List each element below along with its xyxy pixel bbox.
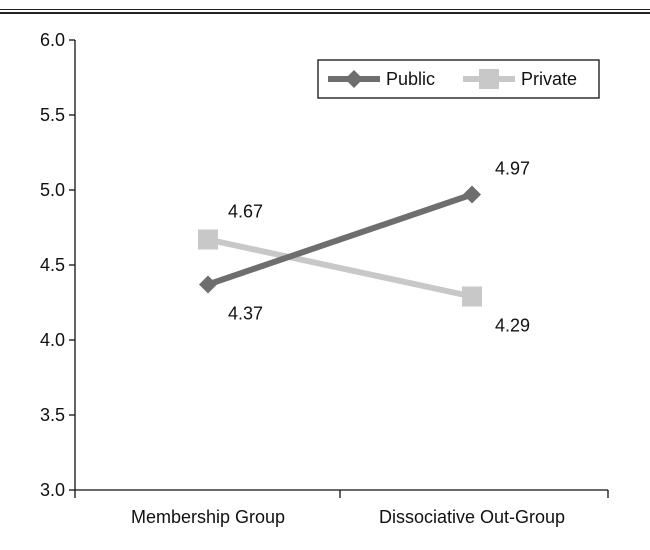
top-rule	[0, 9, 650, 10]
y-tick-label: 4.0	[40, 330, 65, 350]
data-label-private: 4.67	[228, 202, 263, 222]
y-tick-label: 4.5	[40, 255, 65, 275]
y-tick-label: 3.0	[40, 480, 65, 500]
legend-marker-public	[345, 70, 363, 88]
y-tick-label: 5.0	[40, 180, 65, 200]
data-label-private: 4.29	[495, 316, 530, 336]
series-line-private	[207, 236, 473, 300]
legend-marker-private	[479, 69, 499, 89]
top-rule-thick	[0, 12, 650, 14]
point-private	[462, 286, 482, 307]
y-tick-label: 6.0	[40, 30, 65, 50]
x-tick-label: Dissociative Out-Group	[379, 507, 565, 527]
y-tick-label: 5.5	[40, 105, 65, 125]
point-private	[198, 229, 218, 250]
point-public	[463, 185, 481, 204]
axes: 3.0 3.5 4.0 4.5 5.0 5.5 6.0 Membership Group Dis…	[40, 30, 609, 527]
legend-label-private: Private	[521, 69, 577, 89]
x-tick-label: Membership Group	[131, 507, 285, 527]
legend: Public Private	[317, 59, 600, 99]
series-layer: 4.37 4.97 4.67 4.29	[198, 159, 530, 336]
data-label-public: 4.97	[495, 159, 530, 179]
data-label-public: 4.37	[228, 304, 263, 324]
legend-label-public: Public	[386, 69, 435, 89]
series-line-public	[207, 191, 473, 288]
y-tick-label: 3.5	[40, 405, 65, 425]
point-public	[199, 275, 217, 294]
